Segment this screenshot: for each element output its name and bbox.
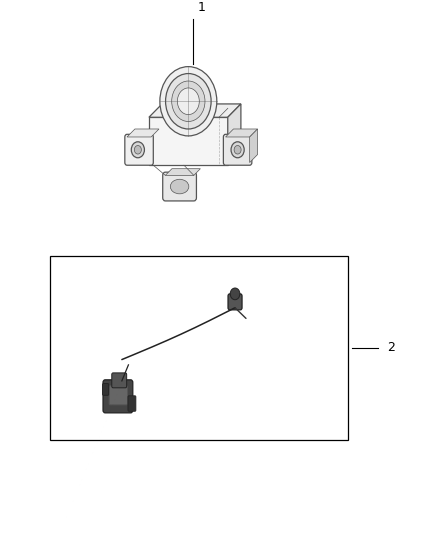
FancyBboxPatch shape bbox=[125, 134, 153, 165]
Ellipse shape bbox=[170, 179, 189, 194]
Text: 1: 1 bbox=[198, 2, 205, 14]
Circle shape bbox=[160, 67, 217, 136]
FancyBboxPatch shape bbox=[102, 384, 109, 395]
Circle shape bbox=[231, 142, 244, 158]
Bar bbox=[50, 256, 348, 440]
Polygon shape bbox=[127, 129, 159, 137]
Circle shape bbox=[177, 88, 199, 115]
Polygon shape bbox=[250, 129, 258, 163]
Circle shape bbox=[166, 74, 211, 129]
Circle shape bbox=[234, 146, 241, 154]
Circle shape bbox=[230, 288, 240, 300]
Polygon shape bbox=[226, 129, 258, 137]
FancyBboxPatch shape bbox=[228, 294, 242, 310]
FancyBboxPatch shape bbox=[112, 373, 127, 388]
FancyBboxPatch shape bbox=[103, 380, 133, 413]
Circle shape bbox=[131, 142, 145, 158]
Polygon shape bbox=[228, 104, 241, 165]
FancyBboxPatch shape bbox=[149, 117, 228, 165]
Circle shape bbox=[134, 146, 141, 154]
FancyBboxPatch shape bbox=[162, 172, 196, 201]
FancyBboxPatch shape bbox=[128, 396, 136, 411]
Polygon shape bbox=[149, 104, 241, 117]
Text: 2: 2 bbox=[387, 341, 395, 354]
FancyBboxPatch shape bbox=[223, 134, 252, 165]
Circle shape bbox=[172, 81, 205, 122]
Polygon shape bbox=[165, 169, 201, 175]
FancyBboxPatch shape bbox=[109, 386, 127, 405]
